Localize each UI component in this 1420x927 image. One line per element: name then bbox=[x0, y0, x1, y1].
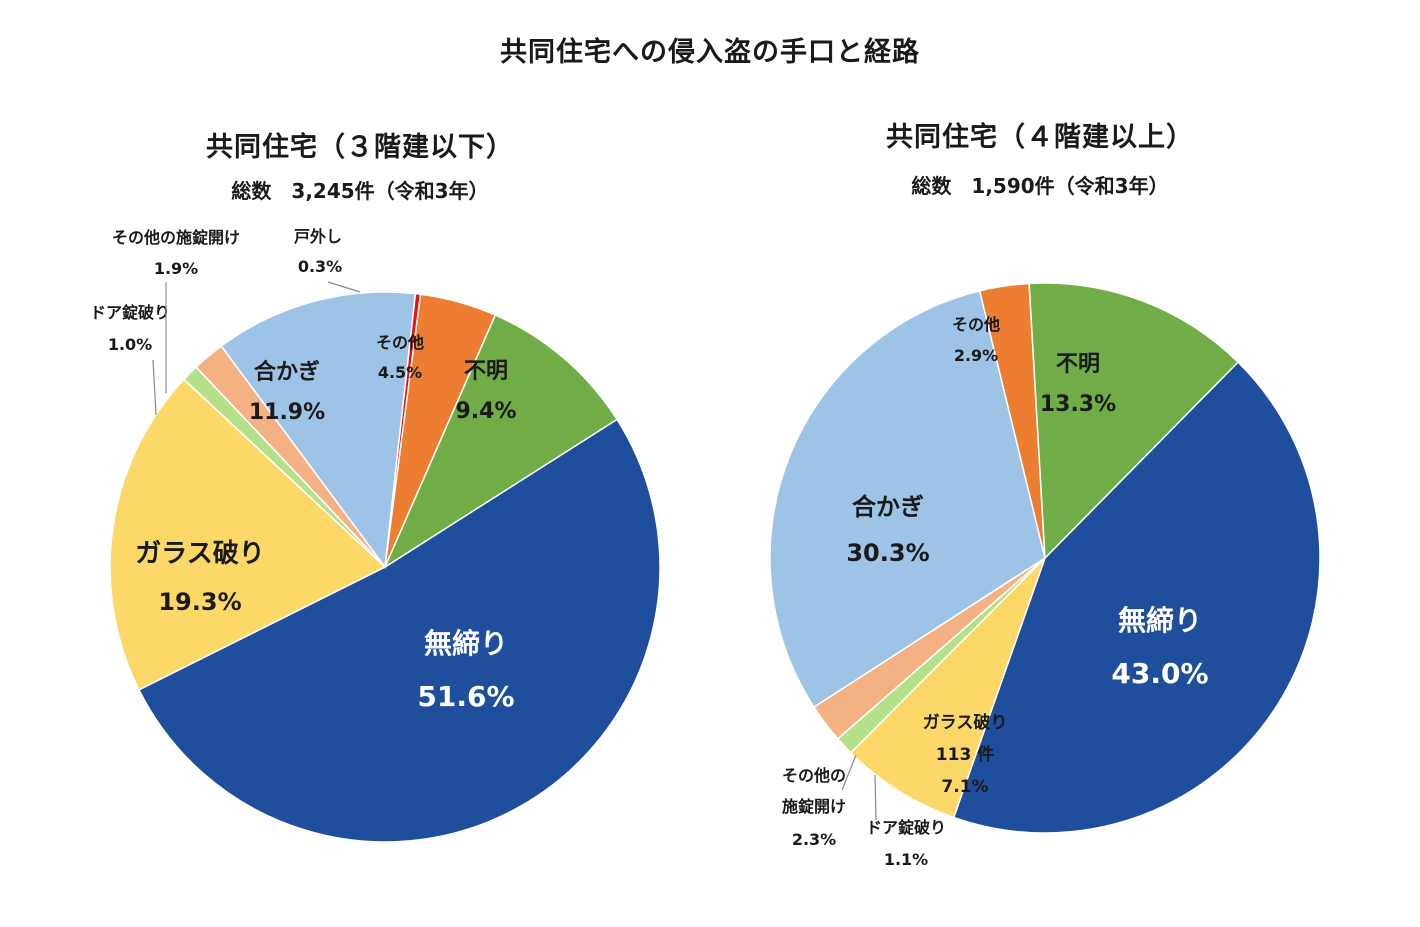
slice-value: 30.3% bbox=[846, 539, 929, 567]
right-chart-title: 共同住宅（４階建以上） bbox=[886, 122, 1194, 153]
main-title: 共同住宅への侵入盗の手口と経路 bbox=[500, 37, 920, 68]
pie-slice-left-1 bbox=[109, 378, 387, 691]
slice-value: 7.1% bbox=[941, 777, 988, 797]
slice-label: その他の bbox=[782, 766, 846, 785]
slice-value: 1.0% bbox=[108, 335, 152, 354]
slice-label: 戸外し bbox=[294, 227, 342, 246]
slice-value: 1.9% bbox=[154, 259, 198, 278]
slice-label: ガラス破り bbox=[923, 712, 1008, 733]
slice-count: 113 件 bbox=[936, 744, 994, 765]
slice-label: 施錠開け bbox=[782, 797, 846, 816]
slice-label: 不明 bbox=[464, 359, 508, 384]
slice-label: その他 bbox=[376, 333, 424, 352]
slice-label: 無締り bbox=[1118, 604, 1202, 637]
leader-line bbox=[327, 281, 361, 293]
slice-value: 4.5% bbox=[378, 363, 422, 382]
slice-label: 合かぎ bbox=[254, 359, 320, 385]
slice-value: 2.3% bbox=[792, 830, 836, 849]
leader-line bbox=[841, 754, 857, 791]
pie-slice-left-4 bbox=[220, 291, 417, 569]
slice-label: その他 bbox=[952, 315, 1000, 334]
right-pie: 無締り 43.0% ガラス破り 113 件 7.1% ドア錠破り 1.1% その他の施錠開け 2… bbox=[769, 282, 1321, 869]
slice-label: ドア錠破り bbox=[90, 303, 170, 322]
slice-value: 11.9% bbox=[249, 400, 325, 425]
slice-label: 無締り bbox=[424, 627, 508, 660]
leader-line bbox=[874, 774, 877, 821]
slice-value: 1.1% bbox=[884, 850, 928, 869]
pie-slice-left-7 bbox=[383, 314, 619, 569]
slice-label: ガラス破り bbox=[135, 539, 264, 569]
left-chart-subtitle: 総数 3,245件（令和3年） bbox=[231, 179, 489, 203]
slice-label: 不明 bbox=[1056, 352, 1100, 377]
slice-value: 0.3% bbox=[298, 257, 342, 276]
slice-value: 51.6% bbox=[417, 680, 514, 713]
pie-slice-right-6 bbox=[1028, 282, 1240, 560]
slice-value: 2.9% bbox=[954, 346, 998, 365]
slice-label: 合かぎ bbox=[852, 493, 924, 521]
pie-slice-right-4 bbox=[769, 289, 1046, 709]
pie-slice-right-0 bbox=[952, 361, 1321, 834]
left-pie: 無締り 51.6% ガラス破り 19.3% ドア錠破り 1.0% その他の施錠開け 1.9% 合… bbox=[90, 227, 661, 843]
slice-value: 9.4% bbox=[455, 399, 516, 424]
right-chart-subtitle: 総数 1,590件（令和3年） bbox=[911, 174, 1169, 198]
pie-slice-left-0 bbox=[137, 418, 661, 843]
slice-label: ドア錠破り bbox=[866, 818, 946, 837]
pie-slice-right-1 bbox=[849, 557, 1046, 819]
slice-value: 13.3% bbox=[1040, 392, 1116, 417]
slice-label: その他の施錠開け bbox=[112, 228, 240, 247]
leader-line bbox=[152, 359, 157, 416]
left-chart-title: 共同住宅（３階建以下） bbox=[206, 132, 514, 163]
slice-value: 19.3% bbox=[158, 588, 241, 616]
slice-value: 43.0% bbox=[1111, 657, 1208, 690]
